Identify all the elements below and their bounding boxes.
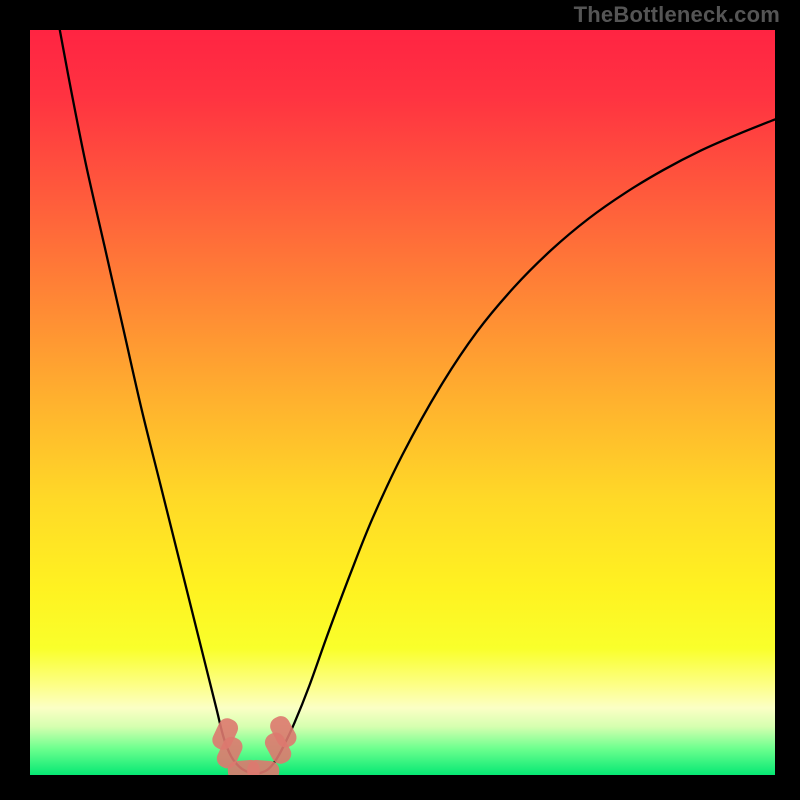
- watermark-text: TheBottleneck.com: [574, 2, 780, 28]
- curve-layer: [30, 30, 775, 775]
- plot-area: [30, 30, 775, 775]
- bottleneck-curve: [60, 30, 775, 774]
- chart-frame: TheBottleneck.com: [0, 0, 800, 800]
